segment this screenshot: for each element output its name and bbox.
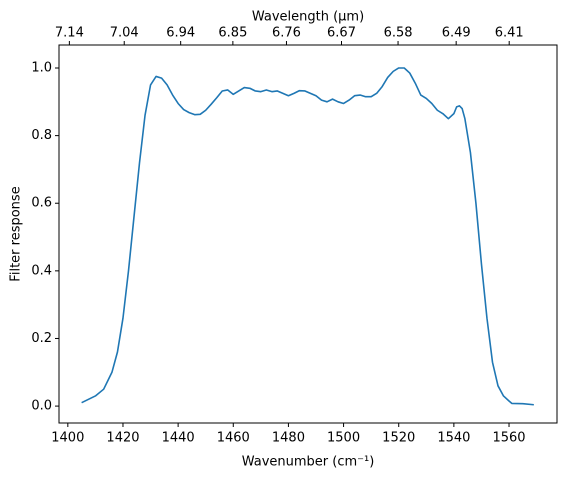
y-tick-label: 0.6 [31, 196, 52, 211]
y-tick-label: 0.8 [31, 128, 52, 143]
x-tick-label: 1460 [217, 431, 250, 446]
x2-tick-label: 6.85 [218, 26, 247, 41]
y-axis-label: Filter response [9, 186, 24, 281]
x-tick-label: 1540 [437, 431, 470, 446]
x2-tick-label: 7.14 [55, 26, 84, 41]
x-tick-label: 1400 [51, 431, 84, 446]
y-tick-label: 1.0 [31, 60, 52, 75]
x-tick-label: 1500 [327, 431, 360, 446]
y-tick-label: 0.4 [31, 263, 52, 278]
x-tick-label: 1440 [162, 431, 195, 446]
y-tick-label: 0.2 [31, 331, 52, 346]
x2-tick-label: 6.58 [384, 26, 413, 41]
line-series [81, 67, 534, 406]
x2-tick-label: 7.04 [110, 26, 139, 41]
x-tick-label: 1420 [106, 431, 139, 446]
x2-tick-label: 6.76 [272, 26, 301, 41]
plot-frame [58, 44, 558, 424]
x-tick-label: 1560 [492, 431, 525, 446]
y-tick-label: 0.0 [31, 399, 52, 414]
x2-axis-label: Wavelength (μm) [252, 10, 364, 25]
x2-tick-label: 6.67 [327, 26, 356, 41]
x2-tick-label: 6.41 [495, 26, 524, 41]
x-tick-label: 1480 [272, 431, 305, 446]
x2-tick-label: 6.49 [442, 26, 471, 41]
x-tick-label: 1520 [382, 431, 415, 446]
x2-tick-label: 6.94 [166, 26, 195, 41]
x-axis-label: Wavenumber (cm⁻¹) [242, 455, 375, 470]
